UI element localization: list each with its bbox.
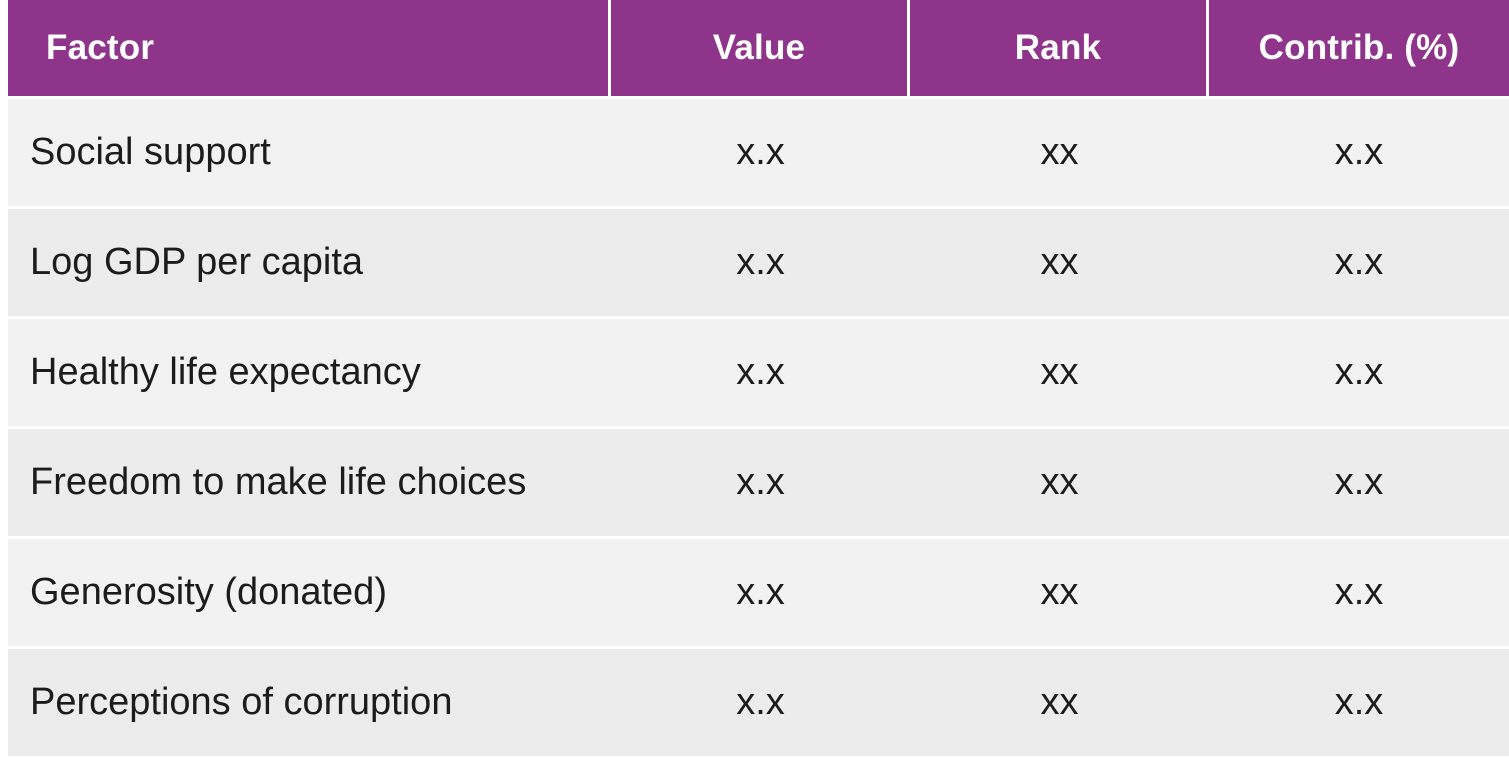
cell-value: x.x bbox=[611, 646, 910, 756]
cell-rank: xx bbox=[910, 316, 1209, 426]
table-header: Factor Value Rank Contrib. (%) bbox=[8, 0, 1509, 96]
cell-factor: Perceptions of corruption bbox=[8, 646, 611, 756]
table-row: Freedom to make life choices x.x xx x.x bbox=[8, 426, 1509, 536]
cell-value: x.x bbox=[611, 426, 910, 536]
table-row: Healthy life expectancy x.x xx x.x bbox=[8, 316, 1509, 426]
header-rank: Rank bbox=[910, 0, 1209, 96]
header-row: Factor Value Rank Contrib. (%) bbox=[8, 0, 1509, 96]
header-value: Value bbox=[611, 0, 910, 96]
cell-rank: xx bbox=[910, 536, 1209, 646]
table-row: Generosity (donated) x.x xx x.x bbox=[8, 536, 1509, 646]
cell-value: x.x bbox=[611, 96, 910, 206]
header-contrib: Contrib. (%) bbox=[1209, 0, 1509, 96]
cell-rank: xx bbox=[910, 646, 1209, 756]
cell-value: x.x bbox=[611, 316, 910, 426]
cell-factor: Log GDP per capita bbox=[8, 206, 611, 316]
table-body: Social support x.x xx x.x Log GDP per ca… bbox=[8, 96, 1509, 756]
cell-factor: Healthy life expectancy bbox=[8, 316, 611, 426]
cell-rank: xx bbox=[910, 426, 1209, 536]
cell-factor: Generosity (donated) bbox=[8, 536, 611, 646]
header-factor: Factor bbox=[8, 0, 611, 96]
cell-contrib: x.x bbox=[1209, 316, 1509, 426]
cell-factor: Freedom to make life choices bbox=[8, 426, 611, 536]
cell-rank: xx bbox=[910, 206, 1209, 316]
cell-rank: xx bbox=[910, 96, 1209, 206]
factor-table: Factor Value Rank Contrib. (%) Social su… bbox=[8, 0, 1509, 756]
table-row: Social support x.x xx x.x bbox=[8, 96, 1509, 206]
cell-contrib: x.x bbox=[1209, 206, 1509, 316]
cell-contrib: x.x bbox=[1209, 536, 1509, 646]
cell-value: x.x bbox=[611, 206, 910, 316]
table-row: Log GDP per capita x.x xx x.x bbox=[8, 206, 1509, 316]
cell-contrib: x.x bbox=[1209, 646, 1509, 756]
table-row: Perceptions of corruption x.x xx x.x bbox=[8, 646, 1509, 756]
cell-contrib: x.x bbox=[1209, 96, 1509, 206]
cell-factor: Social support bbox=[8, 96, 611, 206]
cell-value: x.x bbox=[611, 536, 910, 646]
cell-contrib: x.x bbox=[1209, 426, 1509, 536]
